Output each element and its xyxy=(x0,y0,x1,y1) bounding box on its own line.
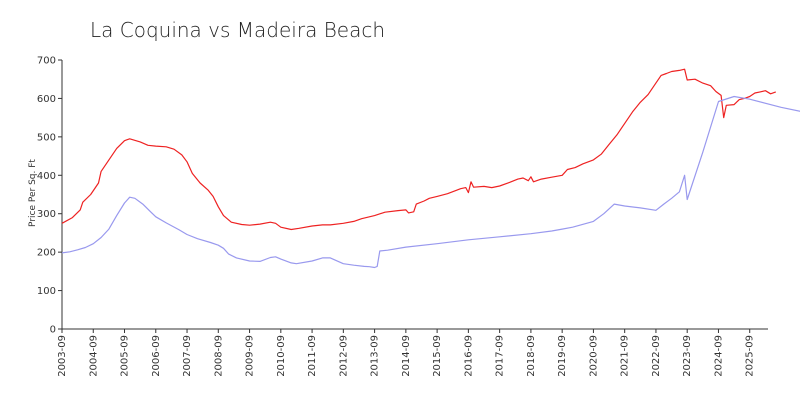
x-tick-label: 2014-09 xyxy=(401,335,412,377)
plot-area: 0 100 200 300 400 500 600 700 2003-09 2004-09 2005… xyxy=(37,56,800,377)
x-tick-label: 2013-09 xyxy=(370,335,381,377)
x-tick-label: 2024-09 xyxy=(713,335,724,377)
x-tick-label: 2025-09 xyxy=(745,335,756,377)
x-tick-label: 2007-09 xyxy=(182,335,193,377)
x-tick-label: 2018-09 xyxy=(526,335,537,377)
x-tick-label: 2015-09 xyxy=(432,335,443,377)
x-tick-label: 2009-09 xyxy=(245,335,256,377)
y-tick-label: 600 xyxy=(37,94,56,105)
x-tick-label: 2006-09 xyxy=(151,335,162,377)
x-tick-label: 2008-09 xyxy=(213,335,224,377)
x-tick-label: 2019-09 xyxy=(557,335,568,377)
series-line-2 xyxy=(61,95,800,269)
y-tick-label: 500 xyxy=(37,132,56,143)
x-tick-label: 2010-09 xyxy=(276,335,287,377)
series-line-1 xyxy=(61,68,777,231)
y-axis-label: Price Per Sq. Ft xyxy=(28,159,38,227)
x-tick-label: 2023-09 xyxy=(682,335,693,377)
y-tick-label: 100 xyxy=(37,286,56,297)
x-tick-label: 2022-09 xyxy=(651,335,662,377)
x-tick-label: 2021-09 xyxy=(620,335,631,377)
y-tick-label: 300 xyxy=(37,209,56,220)
y-tick-label: 700 xyxy=(37,56,56,67)
x-tick-label: 2012-09 xyxy=(338,335,349,377)
chart-title: La Coquina vs Madeira Beach xyxy=(90,18,386,42)
x-tick-label: 2017-09 xyxy=(495,335,506,377)
y-tick-label: 200 xyxy=(37,248,56,259)
x-tick-label: 2004-09 xyxy=(88,335,99,377)
x-tick-label: 2011-09 xyxy=(307,335,318,377)
x-tick-label: 2005-09 xyxy=(120,335,131,377)
x-tick-label: 2003-09 xyxy=(57,335,68,377)
x-tick-label: 2016-09 xyxy=(463,335,474,377)
y-tick-label: 0 xyxy=(50,325,56,336)
x-tick-label: 2020-09 xyxy=(588,335,599,377)
y-tick-label: 400 xyxy=(37,171,56,182)
